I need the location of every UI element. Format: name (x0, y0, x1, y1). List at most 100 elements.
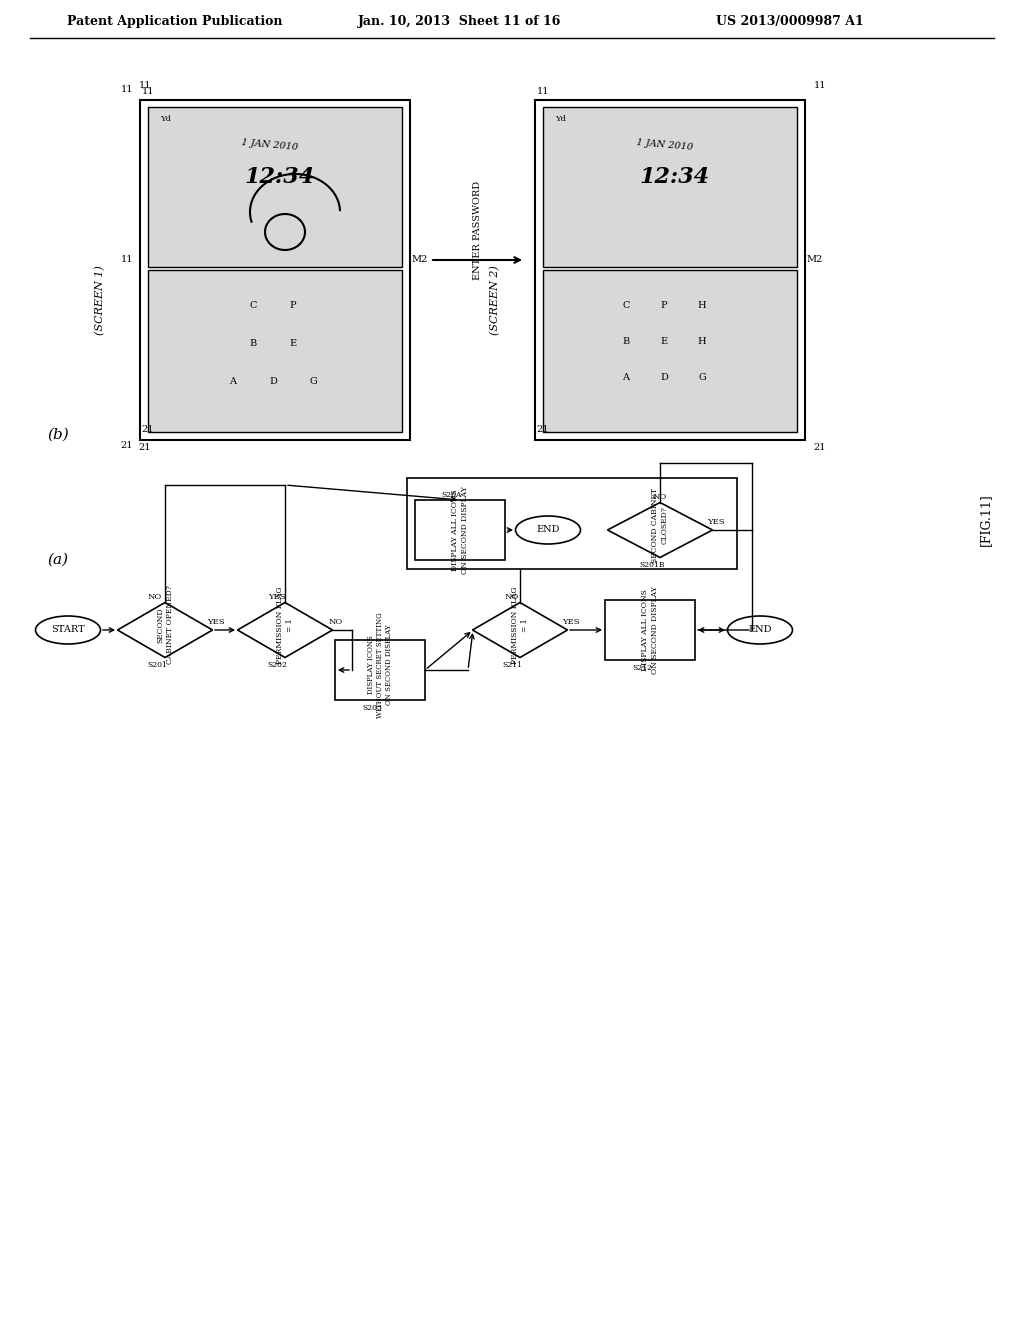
Text: DISPLAY ALL ICONS
ON SECOND DISPLAY: DISPLAY ALL ICONS ON SECOND DISPLAY (641, 586, 658, 675)
Bar (148, 107, 402, 267)
Bar (188, 114, 206, 123)
Text: 12:34: 12:34 (245, 166, 315, 187)
Text: 21: 21 (814, 444, 826, 453)
Text: DISPLAY ALL ICONS
ON SECOND DISPLAY: DISPLAY ALL ICONS ON SECOND DISPLAY (452, 486, 469, 574)
Bar (543, 107, 797, 267)
Text: YES: YES (268, 593, 286, 601)
Bar (208, 115, 212, 121)
Bar (415, 500, 505, 560)
Text: C: C (623, 301, 630, 309)
Text: ENTER PASSWORD: ENTER PASSWORD (473, 181, 482, 280)
Text: YES: YES (708, 517, 725, 525)
Polygon shape (607, 503, 713, 557)
FancyBboxPatch shape (218, 366, 248, 396)
Bar (140, 100, 410, 440)
Text: M2: M2 (807, 256, 823, 264)
Text: PERMISSION FLAG
= 1: PERMISSION FLAG = 1 (511, 586, 528, 664)
Bar (335, 640, 425, 700)
Text: H: H (697, 301, 707, 309)
Text: 21: 21 (121, 441, 133, 450)
Bar (535, 100, 805, 440)
Text: C: C (249, 301, 257, 309)
FancyBboxPatch shape (611, 362, 641, 392)
FancyBboxPatch shape (258, 366, 288, 396)
Text: P: P (290, 301, 296, 309)
Text: B: B (250, 338, 257, 347)
Bar (148, 271, 402, 432)
Text: Yd: Yd (555, 115, 566, 123)
Text: END: END (537, 525, 560, 535)
Text: 12:34: 12:34 (640, 166, 710, 187)
Text: B: B (623, 337, 630, 346)
Text: A: A (229, 376, 237, 385)
Text: END: END (749, 626, 772, 635)
Text: E: E (660, 337, 668, 346)
Text: E: E (290, 338, 297, 347)
FancyBboxPatch shape (298, 366, 328, 396)
FancyBboxPatch shape (649, 362, 679, 392)
Ellipse shape (515, 516, 581, 544)
Text: S202: S202 (267, 661, 287, 669)
Text: DISPLAY ICONS
WITHOUT SECRET SETTING
ON SECOND DISPLAY: DISPLAY ICONS WITHOUT SECRET SETTING ON … (367, 612, 393, 718)
Text: A: A (623, 372, 630, 381)
Text: S201: S201 (147, 661, 167, 669)
Ellipse shape (36, 616, 100, 644)
Text: (a): (a) (47, 553, 69, 568)
Text: (SCREEN 1): (SCREEN 1) (95, 265, 105, 335)
Text: NO: NO (505, 593, 519, 601)
Text: 11: 11 (121, 86, 133, 95)
Text: 11: 11 (121, 256, 133, 264)
Text: YES: YES (562, 618, 580, 626)
FancyBboxPatch shape (238, 290, 268, 319)
Polygon shape (472, 602, 567, 657)
Text: S201B: S201B (639, 561, 665, 569)
Text: 21: 21 (537, 425, 549, 434)
Text: [FIG.11]: [FIG.11] (979, 494, 991, 546)
FancyBboxPatch shape (278, 290, 308, 319)
Text: SECOND
CABINET OPENED?: SECOND CABINET OPENED? (157, 586, 174, 664)
Text: Yd: Yd (161, 115, 171, 123)
Text: 11: 11 (814, 81, 826, 90)
Text: D: D (660, 372, 668, 381)
Text: 11: 11 (141, 87, 155, 96)
FancyBboxPatch shape (687, 290, 717, 319)
Text: M2: M2 (412, 256, 428, 264)
Bar (605, 601, 695, 660)
FancyBboxPatch shape (687, 362, 717, 392)
Text: US 2013/0009987 A1: US 2013/0009987 A1 (716, 16, 864, 29)
Text: (SCREEN 2): (SCREEN 2) (489, 265, 500, 335)
Text: 21: 21 (141, 425, 155, 434)
FancyBboxPatch shape (649, 290, 679, 319)
Text: P: P (660, 301, 668, 309)
Text: S203: S203 (362, 704, 382, 711)
Polygon shape (118, 602, 213, 657)
Text: (b): (b) (47, 428, 69, 442)
Text: 1 JAN 2010: 1 JAN 2010 (242, 139, 299, 152)
FancyBboxPatch shape (611, 290, 641, 319)
Text: H: H (697, 337, 707, 346)
FancyBboxPatch shape (278, 327, 308, 358)
Text: G: G (309, 376, 316, 385)
Polygon shape (238, 602, 333, 657)
Text: G: G (698, 372, 706, 381)
Text: NO: NO (653, 492, 667, 502)
Ellipse shape (727, 616, 793, 644)
Text: 1 JAN 2010: 1 JAN 2010 (636, 139, 693, 152)
Text: 11: 11 (537, 87, 549, 96)
Bar (407, 478, 737, 569)
Text: 11: 11 (138, 81, 152, 90)
Text: NO: NO (329, 618, 343, 626)
Bar (603, 115, 607, 121)
Text: SECOND CABINET
CLOSED?: SECOND CABINET CLOSED? (651, 487, 669, 562)
FancyBboxPatch shape (649, 326, 679, 356)
Text: START: START (51, 626, 85, 635)
Text: PERMISSION FLAG
= 1: PERMISSION FLAG = 1 (276, 586, 294, 664)
Bar (583, 114, 601, 123)
FancyBboxPatch shape (611, 326, 641, 356)
Text: S211: S211 (502, 661, 522, 669)
Text: 21: 21 (138, 444, 152, 453)
Bar (543, 271, 797, 432)
Text: S20A: S20A (441, 491, 462, 499)
Text: Patent Application Publication: Patent Application Publication (68, 16, 283, 29)
Text: NO: NO (147, 593, 162, 601)
